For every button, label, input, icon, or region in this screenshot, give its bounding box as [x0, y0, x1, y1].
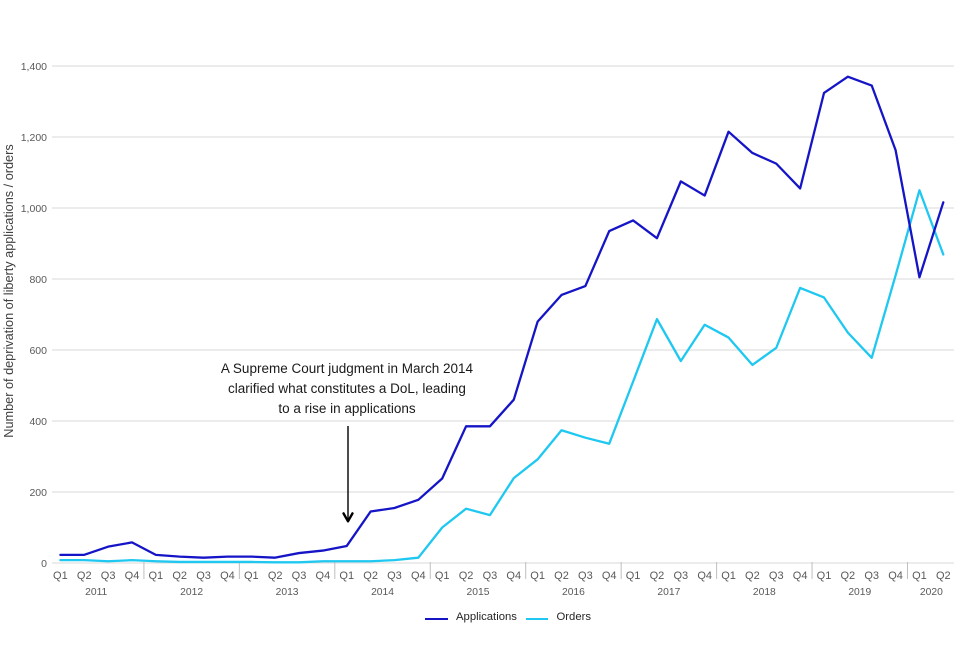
svg-text:2011: 2011 [85, 587, 107, 598]
svg-text:Q2: Q2 [363, 570, 378, 582]
svg-text:Q1: Q1 [530, 570, 545, 582]
svg-text:2014: 2014 [371, 587, 394, 598]
svg-text:Q4: Q4 [411, 570, 426, 582]
svg-text:2020: 2020 [920, 587, 943, 598]
svg-text:Q1: Q1 [339, 570, 354, 582]
svg-text:Q4: Q4 [316, 570, 331, 582]
svg-text:Q2: Q2 [841, 570, 856, 582]
svg-text:Q3: Q3 [196, 570, 211, 582]
svg-text:600: 600 [29, 345, 47, 357]
svg-text:Q2: Q2 [554, 570, 569, 582]
svg-text:2018: 2018 [753, 587, 776, 598]
svg-text:2015: 2015 [467, 587, 490, 598]
svg-text:Q3: Q3 [673, 570, 688, 582]
svg-text:Q2: Q2 [172, 570, 187, 582]
svg-text:Q1: Q1 [149, 570, 164, 582]
svg-text:2017: 2017 [657, 587, 680, 598]
svg-text:Q2: Q2 [936, 570, 951, 582]
svg-text:2013: 2013 [276, 587, 299, 598]
svg-text:Q2: Q2 [650, 570, 665, 582]
svg-text:Q2: Q2 [745, 570, 760, 582]
svg-text:Q2: Q2 [268, 570, 283, 582]
svg-text:Q3: Q3 [483, 570, 498, 582]
svg-text:0: 0 [41, 558, 47, 570]
svg-text:Q1: Q1 [435, 570, 450, 582]
svg-text:Q3: Q3 [578, 570, 593, 582]
svg-text:Q4: Q4 [220, 570, 235, 582]
svg-text:Q1: Q1 [817, 570, 832, 582]
svg-text:Q4: Q4 [697, 570, 712, 582]
svg-text:2016: 2016 [562, 587, 585, 598]
svg-text:Q4: Q4 [602, 570, 617, 582]
svg-text:Q1: Q1 [721, 570, 736, 582]
svg-text:Q3: Q3 [769, 570, 784, 582]
svg-text:Q2: Q2 [459, 570, 474, 582]
svg-text:2019: 2019 [848, 587, 871, 598]
svg-text:800: 800 [29, 274, 47, 286]
svg-text:Q1: Q1 [626, 570, 641, 582]
svg-text:1,400: 1,400 [21, 61, 47, 73]
svg-text:Q4: Q4 [125, 570, 140, 582]
svg-text:Q4: Q4 [793, 570, 808, 582]
svg-text:Q1: Q1 [53, 570, 68, 582]
svg-text:Q3: Q3 [292, 570, 307, 582]
svg-text:1,000: 1,000 [21, 203, 47, 215]
svg-text:2012: 2012 [180, 587, 203, 598]
svg-text:Q4: Q4 [506, 570, 521, 582]
svg-text:400: 400 [29, 416, 47, 428]
svg-text:Q3: Q3 [387, 570, 402, 582]
svg-text:Q3: Q3 [101, 570, 116, 582]
svg-text:Q3: Q3 [864, 570, 879, 582]
svg-text:Q1: Q1 [912, 570, 927, 582]
svg-text:Q4: Q4 [888, 570, 903, 582]
svg-text:200: 200 [29, 487, 47, 499]
svg-text:Q1: Q1 [244, 570, 259, 582]
svg-text:1,200: 1,200 [21, 132, 47, 144]
svg-text:Q2: Q2 [77, 570, 92, 582]
